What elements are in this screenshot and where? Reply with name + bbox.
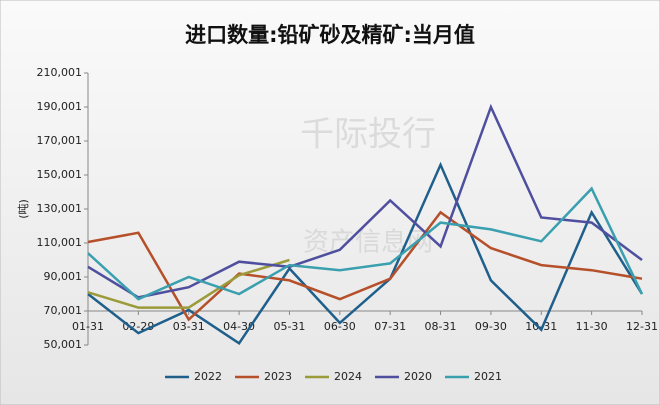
- legend-label: 2023: [264, 370, 292, 383]
- x-tick-label: 11-30: [576, 320, 608, 333]
- y-tick-label: 130,001: [37, 202, 83, 215]
- x-tick-label: 06-30: [324, 320, 356, 333]
- y-tick-label: 90,001: [44, 270, 83, 283]
- x-tick-label: 12-31: [626, 320, 658, 333]
- chart-title: 进口数量:铅矿砂及精矿:当月值: [185, 23, 475, 47]
- y-tick-label: 150,001: [37, 168, 83, 181]
- series-line: [87, 210, 643, 322]
- y-tick-label: 110,001: [37, 236, 83, 249]
- y-tick-label: 190,001: [37, 100, 83, 113]
- x-tick-label: 02-29: [122, 320, 154, 333]
- y-tick-label: 210,001: [37, 66, 83, 79]
- x-tick-label: 01-31: [72, 320, 104, 333]
- x-tick-label: 07-31: [374, 320, 406, 333]
- series-line: [87, 258, 290, 309]
- series-line: [87, 161, 644, 346]
- watermark: 资产信息网: [303, 228, 433, 258]
- series-line: [87, 103, 643, 299]
- watermark: 千际投行: [300, 115, 436, 155]
- x-tick-label: 05-31: [273, 320, 305, 333]
- legend-label: 2021: [474, 370, 502, 383]
- legend-label: 2020: [404, 370, 432, 383]
- legend-label: 2022: [194, 370, 222, 383]
- legend-label: 2024: [334, 370, 362, 383]
- y-axis-label: (吨): [17, 199, 30, 219]
- x-tick-label: 09-30: [475, 320, 507, 333]
- y-tick-label: 50,001: [44, 338, 83, 351]
- x-tick-label: 03-31: [173, 320, 205, 333]
- y-tick-label: 170,001: [37, 134, 83, 147]
- y-tick-label: 70,001: [44, 304, 83, 317]
- x-tick-label: 08-31: [425, 320, 457, 333]
- series-line: [87, 186, 644, 301]
